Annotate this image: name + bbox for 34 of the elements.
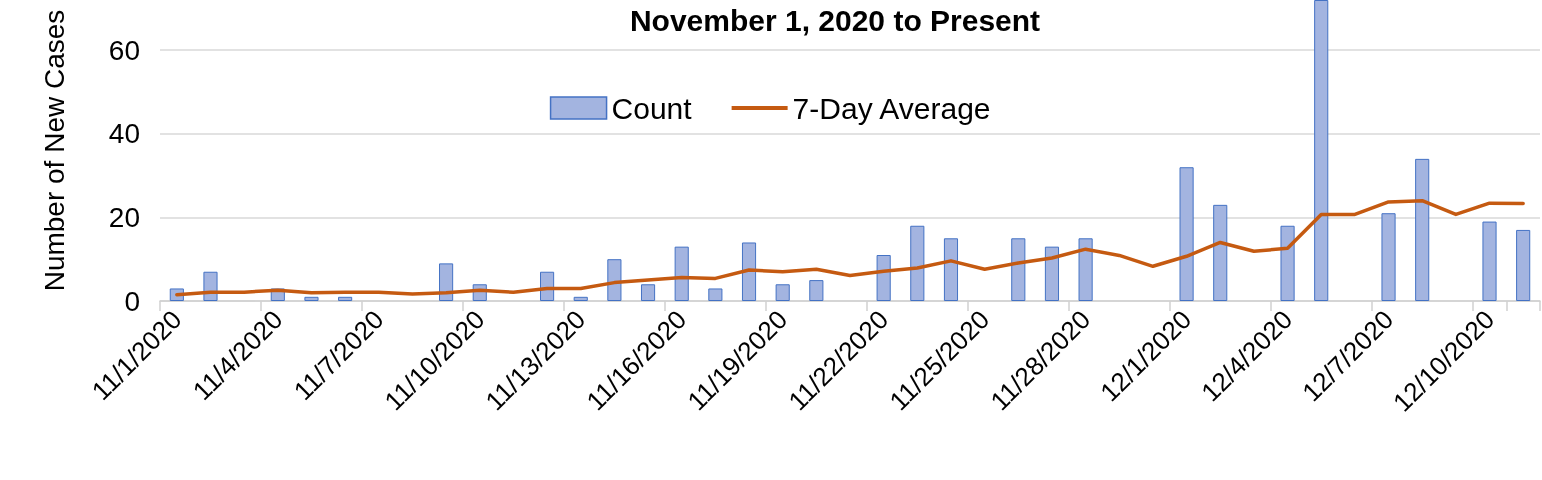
bar — [640, 284, 656, 301]
legend-label: Count — [611, 91, 693, 125]
bar — [1078, 238, 1093, 301]
bar — [775, 284, 790, 301]
bar — [876, 255, 891, 301]
bar — [439, 263, 454, 301]
y-tick-label: 60 — [108, 34, 140, 66]
bar — [674, 246, 689, 301]
y-tick-label: 0 — [124, 285, 140, 317]
bar — [809, 280, 824, 301]
y-axis-title: Number of New Cases — [38, 9, 70, 292]
bar — [1044, 246, 1060, 301]
bar — [943, 238, 959, 301]
bar — [1381, 213, 1396, 301]
bar — [741, 242, 757, 301]
bar — [573, 296, 588, 301]
bar — [1482, 221, 1497, 301]
bar — [1314, 0, 1329, 301]
legend-label: 7-Day Average — [792, 91, 991, 125]
bar — [1415, 158, 1430, 301]
bar — [1213, 204, 1228, 301]
bar — [1516, 229, 1531, 301]
bar — [1011, 238, 1026, 301]
bar — [304, 296, 319, 301]
bar — [708, 288, 723, 301]
bar — [910, 225, 925, 301]
y-tick-label: 40 — [108, 118, 140, 150]
y-tick-label: 20 — [108, 201, 140, 233]
bar — [1280, 225, 1295, 301]
bar — [1179, 167, 1194, 301]
bar — [338, 296, 353, 301]
line-series — [175, 198, 1525, 297]
chart-title: November 1, 2020 to Present — [629, 3, 1041, 37]
bar — [607, 259, 622, 301]
